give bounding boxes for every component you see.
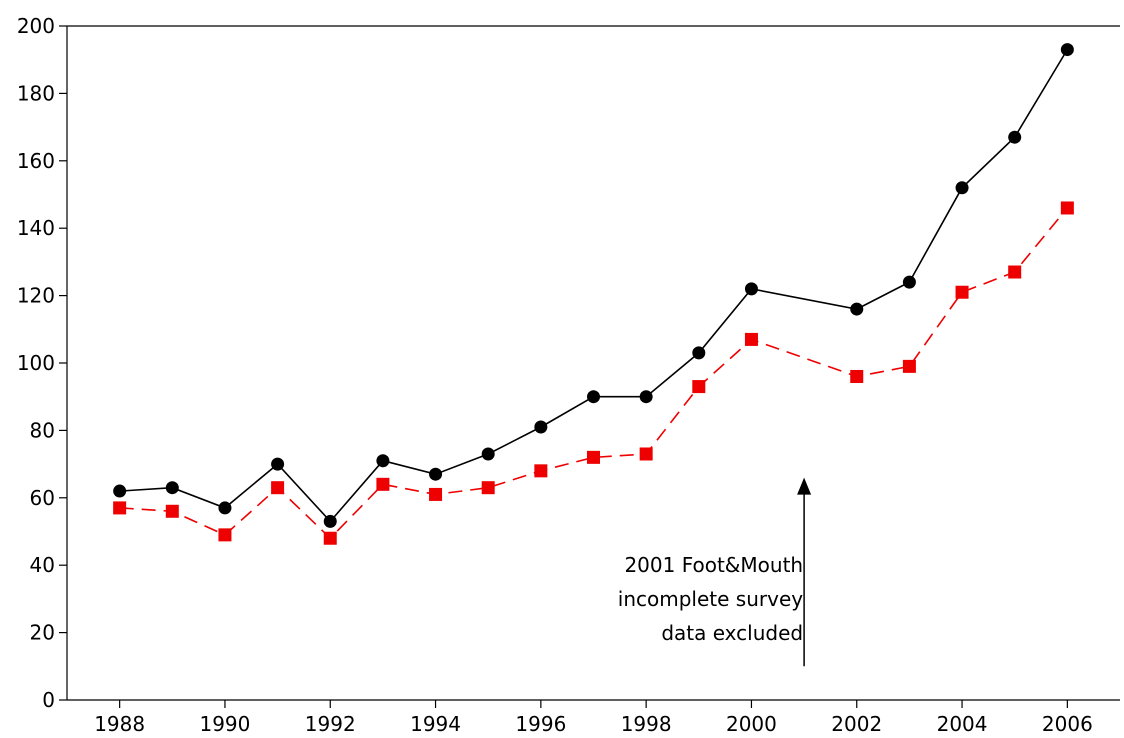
data-point bbox=[113, 501, 127, 515]
y-tick-label: 180 bbox=[17, 81, 55, 105]
annotation: 2001 Foot&Mouth incomplete survey data exc… bbox=[618, 477, 812, 667]
y-tick-label: 60 bbox=[30, 486, 55, 510]
data-point bbox=[587, 450, 600, 464]
x-tick-label: 2004 bbox=[937, 712, 988, 736]
y-tick-label: 200 bbox=[17, 14, 55, 38]
data-point bbox=[850, 369, 864, 383]
y-tick-label: 80 bbox=[30, 418, 55, 442]
data-point bbox=[692, 380, 706, 394]
x-tick-label: 2000 bbox=[726, 712, 777, 736]
y-tick-label: 20 bbox=[30, 621, 55, 645]
x-tick-label: 1988 bbox=[94, 712, 145, 736]
data-point bbox=[1060, 201, 1074, 215]
x-tick-label: 1994 bbox=[410, 712, 461, 736]
data-point bbox=[271, 481, 285, 495]
data-point bbox=[218, 501, 232, 515]
x-tick-label: 2002 bbox=[831, 712, 882, 736]
data-point bbox=[1060, 43, 1074, 57]
y-tick-label: 40 bbox=[30, 553, 55, 577]
data-point bbox=[376, 454, 390, 468]
arrow-head-icon bbox=[797, 477, 812, 495]
annotation-text-line: 2001 Foot&Mouth bbox=[624, 553, 803, 577]
data-point bbox=[639, 390, 653, 404]
y-tick-label: 100 bbox=[17, 351, 55, 375]
data-point bbox=[744, 282, 758, 296]
x-tick-label: 1990 bbox=[199, 712, 250, 736]
data-point bbox=[902, 359, 916, 373]
series-2 bbox=[113, 201, 1074, 545]
data-point bbox=[1008, 130, 1022, 144]
data-point bbox=[850, 302, 864, 316]
data-point bbox=[429, 467, 443, 481]
annotation-text-line: incomplete survey bbox=[618, 587, 803, 611]
data-point bbox=[323, 531, 337, 545]
data-point bbox=[481, 447, 495, 461]
series-2-line bbox=[119, 207, 1068, 540]
series-layer bbox=[113, 43, 1074, 545]
data-point bbox=[955, 285, 969, 299]
data-point bbox=[271, 457, 285, 471]
y-tick-label: 120 bbox=[17, 284, 55, 308]
x-tick-label: 2006 bbox=[1042, 712, 1093, 736]
series-1-line bbox=[119, 49, 1068, 523]
ticks: 0 20 40 60 80 100 120 140 160 180 200 1988 1990 1992 1… bbox=[17, 14, 1093, 736]
series-1 bbox=[113, 43, 1074, 528]
data-point bbox=[376, 477, 390, 491]
x-tick-label: 1998 bbox=[621, 712, 672, 736]
data-point bbox=[429, 487, 443, 501]
data-point bbox=[481, 481, 495, 495]
data-point bbox=[165, 481, 179, 495]
data-point bbox=[744, 332, 758, 346]
data-point bbox=[534, 420, 548, 434]
data-point bbox=[902, 275, 916, 289]
data-point bbox=[534, 464, 548, 478]
x-tick-label: 1992 bbox=[305, 712, 356, 736]
y-tick-label: 0 bbox=[42, 688, 55, 712]
data-point bbox=[1008, 265, 1022, 279]
data-point bbox=[955, 181, 969, 195]
data-point bbox=[323, 514, 337, 528]
data-point bbox=[218, 528, 232, 542]
data-point bbox=[639, 447, 653, 461]
annotation-text-line: data excluded bbox=[661, 621, 803, 645]
data-point bbox=[113, 484, 127, 498]
x-tick-label: 1996 bbox=[515, 712, 566, 736]
annotation-layer: 2001 Foot&Mouth incomplete survey data exc… bbox=[618, 477, 812, 667]
axes bbox=[66, 25, 1120, 701]
data-point bbox=[692, 346, 706, 360]
data-point bbox=[165, 504, 179, 518]
y-tick-label: 160 bbox=[17, 149, 55, 173]
y-tick-label: 140 bbox=[17, 216, 55, 240]
data-point bbox=[587, 390, 600, 404]
